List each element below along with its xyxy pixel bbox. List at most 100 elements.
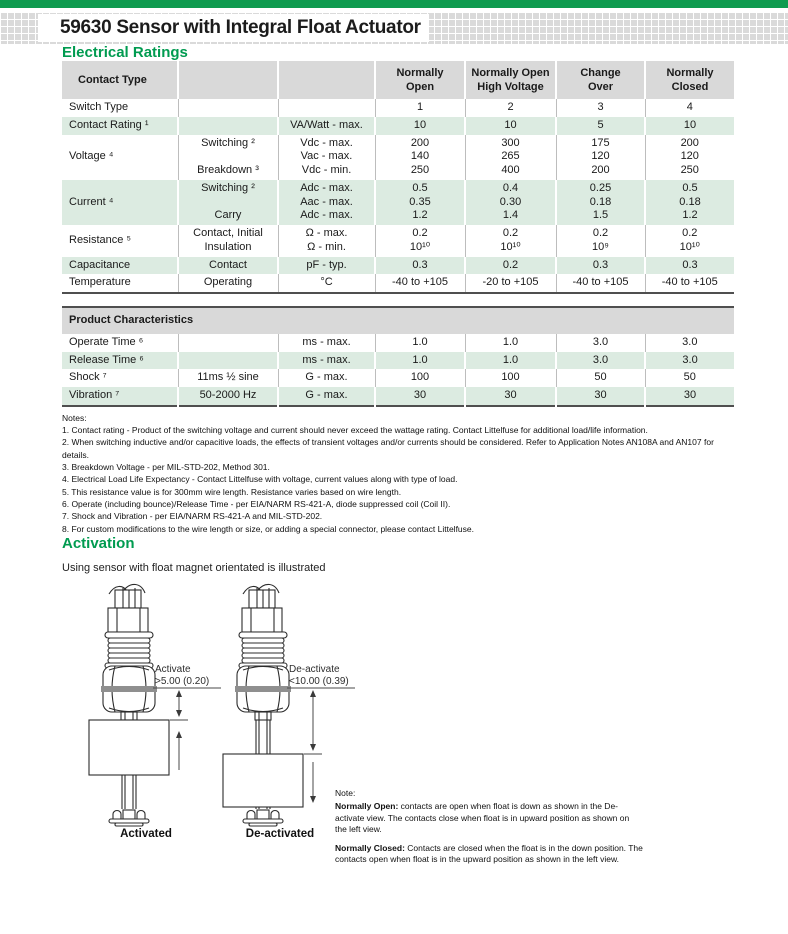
row-temperature: Temperature Operating °C -40 to +105 -20… (62, 274, 734, 293)
row-sub: Switching ² Carry (177, 179, 278, 225)
row-release-time: Release Time ⁶ ms - max. 1.0 1.0 3.0 3.0 (62, 351, 735, 370)
row-sub: Contact, Initial Insulation (177, 225, 278, 257)
col-header-change-over: Change Over (555, 61, 645, 99)
row-unit: pF - typ. (277, 256, 375, 275)
value-normally-open-hv: 1.0 (464, 333, 556, 352)
deactivate-dimension-value: <10.00 (0.39) (289, 676, 349, 687)
deactivate-dimension: De-activate <10.00 (0.39) (287, 664, 355, 803)
row-label: Resistance ⁵ (69, 233, 132, 246)
row-sub: Switching ² Breakdown ³ (177, 134, 278, 180)
value-change-over: 3.0 (555, 351, 645, 370)
value-change-over: 0.2 10⁹ (555, 225, 645, 257)
value-normally-open: 1 (374, 99, 465, 117)
connector-block (241, 607, 283, 633)
note-item-6: 6. Operate (including bounce)/Release Ti… (62, 498, 451, 509)
bellows (238, 631, 288, 669)
value-change-over: 0.3 (555, 256, 645, 275)
value-normally-open-hv: 100 (464, 369, 556, 387)
value-normally-open-hv: 0.4 0.30 1.4 (464, 179, 556, 225)
row-label: Operate Time ⁶ (69, 335, 144, 348)
row-sub: 50-2000 Hz (177, 387, 278, 406)
row-label: Shock ⁷ (69, 371, 107, 384)
activate-dimension: Activate >5.00 (0.20) (153, 664, 221, 770)
value-normally-open: 100 (374, 369, 465, 387)
row-operate-time: Operate Time ⁶ ms - max. 1.0 1.0 3.0 3.0 (62, 333, 735, 352)
checkered-band: 59630 Sensor with Integral Float Actuato… (0, 12, 788, 44)
row-shock: Shock ⁷ 11ms ½ sine G - max. 100 100 50 … (62, 369, 735, 387)
retaining-clip (242, 809, 284, 827)
row-unit: ms - max. (277, 333, 375, 352)
value-normally-closed: 3.0 (643, 351, 735, 370)
row-label: Vibration ⁷ (62, 387, 178, 406)
note-item-8: 8. For custom modifications to the wire … (62, 523, 474, 534)
activation-note-heading: Note: (335, 787, 356, 798)
value-normally-closed: 30 (643, 387, 735, 406)
float-body (88, 719, 170, 776)
note-item-1: 1. Contact rating - Product of the switc… (62, 425, 648, 436)
value-change-over: 50 (555, 369, 645, 387)
value-normally-open: 200 140 250 (374, 134, 465, 180)
col-header-normally-closed: Normally Closed (644, 61, 734, 99)
col-header-blank-2 (277, 61, 375, 99)
sensor-diagram-activated: Activate >5.00 (0.20) (88, 583, 221, 827)
value-change-over: 3 (555, 99, 645, 117)
col-header-normally-open: Normally Open (374, 61, 465, 99)
notes-section: Notes: 1. Contact rating - Product of th… (62, 412, 734, 535)
electrical-ratings-table: Contact Type Normally Open Normally Open… (62, 61, 734, 294)
deactivate-dimension-label: De-activate (289, 664, 340, 675)
sensor-diagram-deactivated: De-activate <10.00 (0.39) (222, 583, 355, 827)
hex-nut (101, 665, 157, 713)
value-normally-closed: 4 (644, 99, 734, 117)
col-header-blank-1 (177, 61, 278, 99)
row-label: Switch Type (69, 101, 129, 113)
page-header: 59630 Sensor with Integral Float Actuato… (0, 0, 788, 44)
caption-activated: Activated (120, 827, 172, 840)
row-label: Release Time ⁶ (62, 351, 178, 370)
value-normally-open: -40 to +105 (374, 274, 465, 293)
value-normally-closed: 10 (644, 116, 734, 135)
activation-intro: Using sensor with float magnet orientate… (62, 561, 326, 574)
value-change-over: 5 (555, 116, 645, 135)
row-sub: Operating (177, 274, 278, 293)
title-box: 59630 Sensor with Integral Float Actuato… (38, 14, 429, 42)
row-sub (177, 333, 278, 352)
normally-closed-label: Normally Closed: (335, 842, 405, 853)
nut-band (235, 685, 291, 692)
note-item-3: 3. Breakdown Voltage - per MIL-STD-202, … (62, 462, 270, 472)
row-current: Current ⁴ Switching ² Carry Adc - max. A… (62, 179, 734, 225)
connector-block (107, 607, 149, 633)
col-header-contact-type: Contact Type (62, 61, 178, 99)
value-normally-open: 0.3 (374, 256, 465, 275)
normally-open-text: contacts are open when float is down as … (335, 801, 630, 835)
value-normally-open-hv: 2 (464, 99, 556, 117)
value-change-over: 3.0 (555, 333, 645, 352)
cable-entry-block (114, 589, 142, 609)
row-unit: ms - max. (277, 351, 375, 370)
table-header-row: Contact Type Normally Open Normally Open… (62, 61, 734, 99)
value-normally-open: 1.0 (374, 351, 465, 370)
row-sub: 11ms ½ sine (177, 369, 278, 387)
row-unit: Vdc - max. Vac - max. Vdc - min. (277, 134, 375, 180)
float-body (222, 753, 304, 808)
row-unit: VA/Watt - max. (277, 116, 375, 135)
value-change-over: -40 to +105 (555, 274, 645, 293)
value-normally-open-hv: 1.0 (464, 351, 556, 370)
page-title: 59630 Sensor with Integral Float Actuato… (60, 17, 421, 38)
row-sub (177, 351, 278, 370)
row-resistance: Resistance ⁵ Contact, Initial Insulation… (62, 225, 734, 257)
caption-deactivated: De-activated (245, 827, 315, 840)
col-header-normally-open-hv: Normally Open High Voltage (464, 61, 556, 99)
row-unit (277, 99, 375, 117)
row-voltage: Voltage ⁴ Switching ² Breakdown ³ Vdc - … (62, 134, 734, 180)
normally-closed-text: Contacts are closed when the float is in… (335, 842, 643, 865)
electrical-ratings-heading: Electrical Ratings (62, 44, 188, 61)
value-normally-closed: 0.2 10¹⁰ (644, 225, 734, 257)
value-normally-open-hv: 10 (464, 116, 556, 135)
value-normally-open: 1.0 (374, 333, 465, 352)
notes-heading: Notes: (62, 412, 87, 423)
bellows (104, 631, 154, 669)
row-label: Temperature (69, 276, 131, 289)
value-normally-open: 10 (374, 116, 465, 135)
row-unit: G - max. (277, 387, 375, 406)
value-normally-open-hv: 30 (464, 387, 556, 406)
